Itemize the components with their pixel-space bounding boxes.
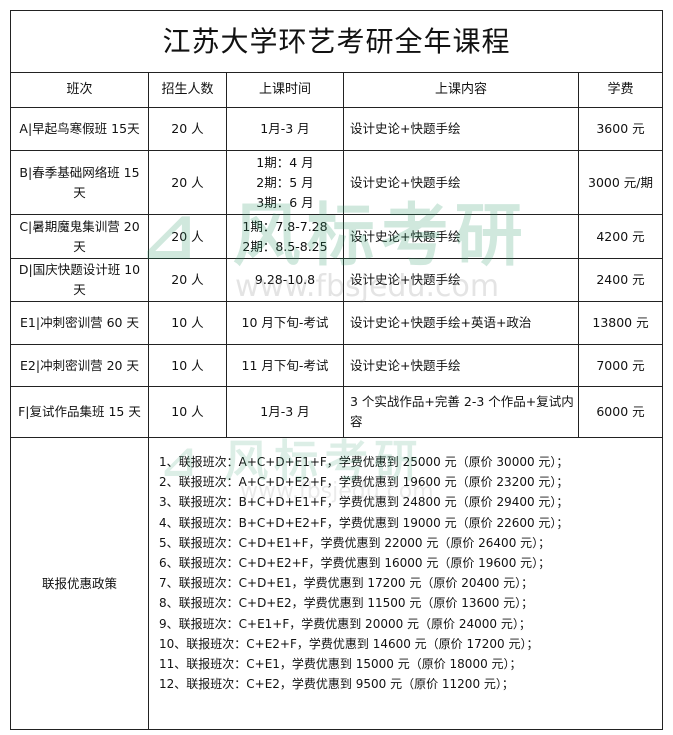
course-table: 江苏大学环艺考研全年课程 班次 招生人数 上课时间 上课内容 学费 A|早起鸟寒…	[9, 10, 664, 730]
combo-item: 6、联报班次：C+D+E2+F，学费优惠到 16000 元（原价 19600 元…	[159, 556, 551, 571]
combo-item: 4、联报班次：B+C+D+E2+F，学费优惠到 19000 元（原价 22600…	[159, 515, 569, 530]
fee: 4200 元	[577, 214, 664, 259]
combo-item: 10、联报班次：C+E2+F，学费优惠到 14600 元（原价 17200 元）…	[159, 636, 539, 651]
combo-item: 5、联报班次：C+D+E1+F，学费优惠到 22000 元（原价 26400 元…	[159, 535, 551, 550]
content: 设计史论+快题手绘+英语+政治	[343, 301, 579, 345]
table-row: C|暑期魔鬼集训营 20 天 20 人 1期：7.8-7.28 2期：8.5-8.2…	[10, 214, 664, 259]
enrollment: 20 人	[148, 150, 227, 215]
fee: 13800 元	[577, 301, 664, 345]
content: 设计史论+快题手绘	[343, 107, 579, 151]
fee: 2400 元	[577, 258, 664, 302]
combo-row: 联报优惠政策 1、联报班次：A+C+D+E1+F，学费优惠到 25000 元（原…	[10, 437, 664, 730]
content: 设计史论+快题手绘	[343, 344, 579, 387]
enrollment: 20 人	[148, 214, 227, 259]
page-title: 江苏大学环艺考研全年课程	[9, 10, 664, 73]
combo-item: 9、联报班次：C+E1+F，学费优惠到 20000 元（原价 24000 元）；	[159, 616, 531, 631]
content: 设计史论+快题手绘	[343, 214, 579, 259]
combo-item: 12、联报班次：C+E2，学费优惠到 9500 元（原价 11200 元）；	[159, 677, 514, 692]
header-time: 上课时间	[226, 72, 344, 108]
schedule: 1期：4 月 2期：5 月 3期：6 月	[226, 150, 344, 215]
table-row: D|国庆快题设计班 10 天 20 人 9.28-10.8 设计史论+快题手绘 2400…	[10, 258, 664, 302]
combo-item: 3、联报班次：B+C+D+E1+F，学费优惠到 24800 元（原价 29400…	[159, 495, 569, 510]
content: 设计史论+快题手绘	[343, 258, 579, 302]
header-class: 班次	[10, 72, 149, 108]
combo-item: 2、联报班次：A+C+D+E2+F，学费优惠到 19600 元（原价 23200…	[159, 475, 569, 490]
combo-list: 1、联报班次：A+C+D+E1+F，学费优惠到 25000 元（原价 30000…	[147, 437, 664, 730]
table-header: 班次 招生人数 上课时间 上课内容 学费	[10, 72, 664, 108]
enrollment: 20 人	[148, 107, 227, 151]
schedule: 9.28-10.8	[226, 258, 344, 302]
class-name: C|暑期魔鬼集训营 20 天	[10, 214, 149, 259]
schedule: 1月-3 月	[226, 107, 344, 151]
header-count: 招生人数	[148, 72, 227, 108]
table-row: E2|冲刺密训营 20 天 10 人 11 月下旬-考试 设计史论+快题手绘 7000 …	[10, 344, 664, 387]
header-content: 上课内容	[343, 72, 579, 108]
header-fee: 学费	[577, 72, 664, 108]
table-row: A|早起鸟寒假班 15天 20 人 1月-3 月设计史论+快题手绘 3600 元	[10, 107, 664, 151]
enrollment: 20 人	[148, 258, 227, 302]
class-name: E1|冲刺密训营 60 天	[10, 301, 149, 345]
combo-item: 7、联报班次：C+D+E1，学费优惠到 17200 元（原价 20400 元）；	[159, 576, 534, 591]
fee: 3600 元	[577, 107, 664, 151]
fee: 3000 元/期	[577, 150, 664, 215]
combo-label: 联报优惠政策	[10, 437, 149, 730]
combo-item: 11、联报班次：C+E1，学费优惠到 15000 元（原价 18000 元）；	[159, 657, 522, 672]
fee: 7000 元	[577, 344, 664, 387]
class-name: D|国庆快题设计班 10 天	[10, 258, 149, 302]
enrollment: 10 人	[148, 301, 227, 345]
table-row: B|春季基础网络班 15 天 20 人 1期：4 月 2期：5 月 3期：6 月设计…	[10, 150, 664, 215]
schedule: 10 月下旬-考试	[226, 301, 344, 345]
combo-item: 1、联报班次：A+C+D+E1+F，学费优惠到 25000 元（原价 30000…	[159, 455, 569, 469]
fee: 6000 元	[577, 386, 664, 438]
combo-item: 8、联报班次：C+D+E2，学费优惠到 11500 元（原价 13600 元）；	[159, 596, 534, 611]
schedule: 1月-3 月	[226, 386, 344, 438]
table-row: E1|冲刺密训营 60 天 10 人 10 月下旬-考试 设计史论+快题手绘+英语+政…	[10, 301, 664, 345]
content: 3 个实战作品+完善 2-3 个作品+复试内容	[343, 386, 579, 438]
class-name: F|复试作品集班 15 天	[10, 386, 149, 438]
class-name: E2|冲刺密训营 20 天	[10, 344, 149, 387]
schedule: 11 月下旬-考试	[226, 344, 344, 387]
schedule: 1期：7.8-7.28 2期：8.5-8.25	[226, 214, 344, 259]
class-name: A|早起鸟寒假班 15天	[10, 107, 149, 151]
content: 设计史论+快题手绘	[343, 150, 579, 215]
enrollment: 10 人	[148, 386, 227, 438]
enrollment: 10 人	[148, 344, 227, 387]
class-name: B|春季基础网络班 15 天	[10, 150, 149, 215]
